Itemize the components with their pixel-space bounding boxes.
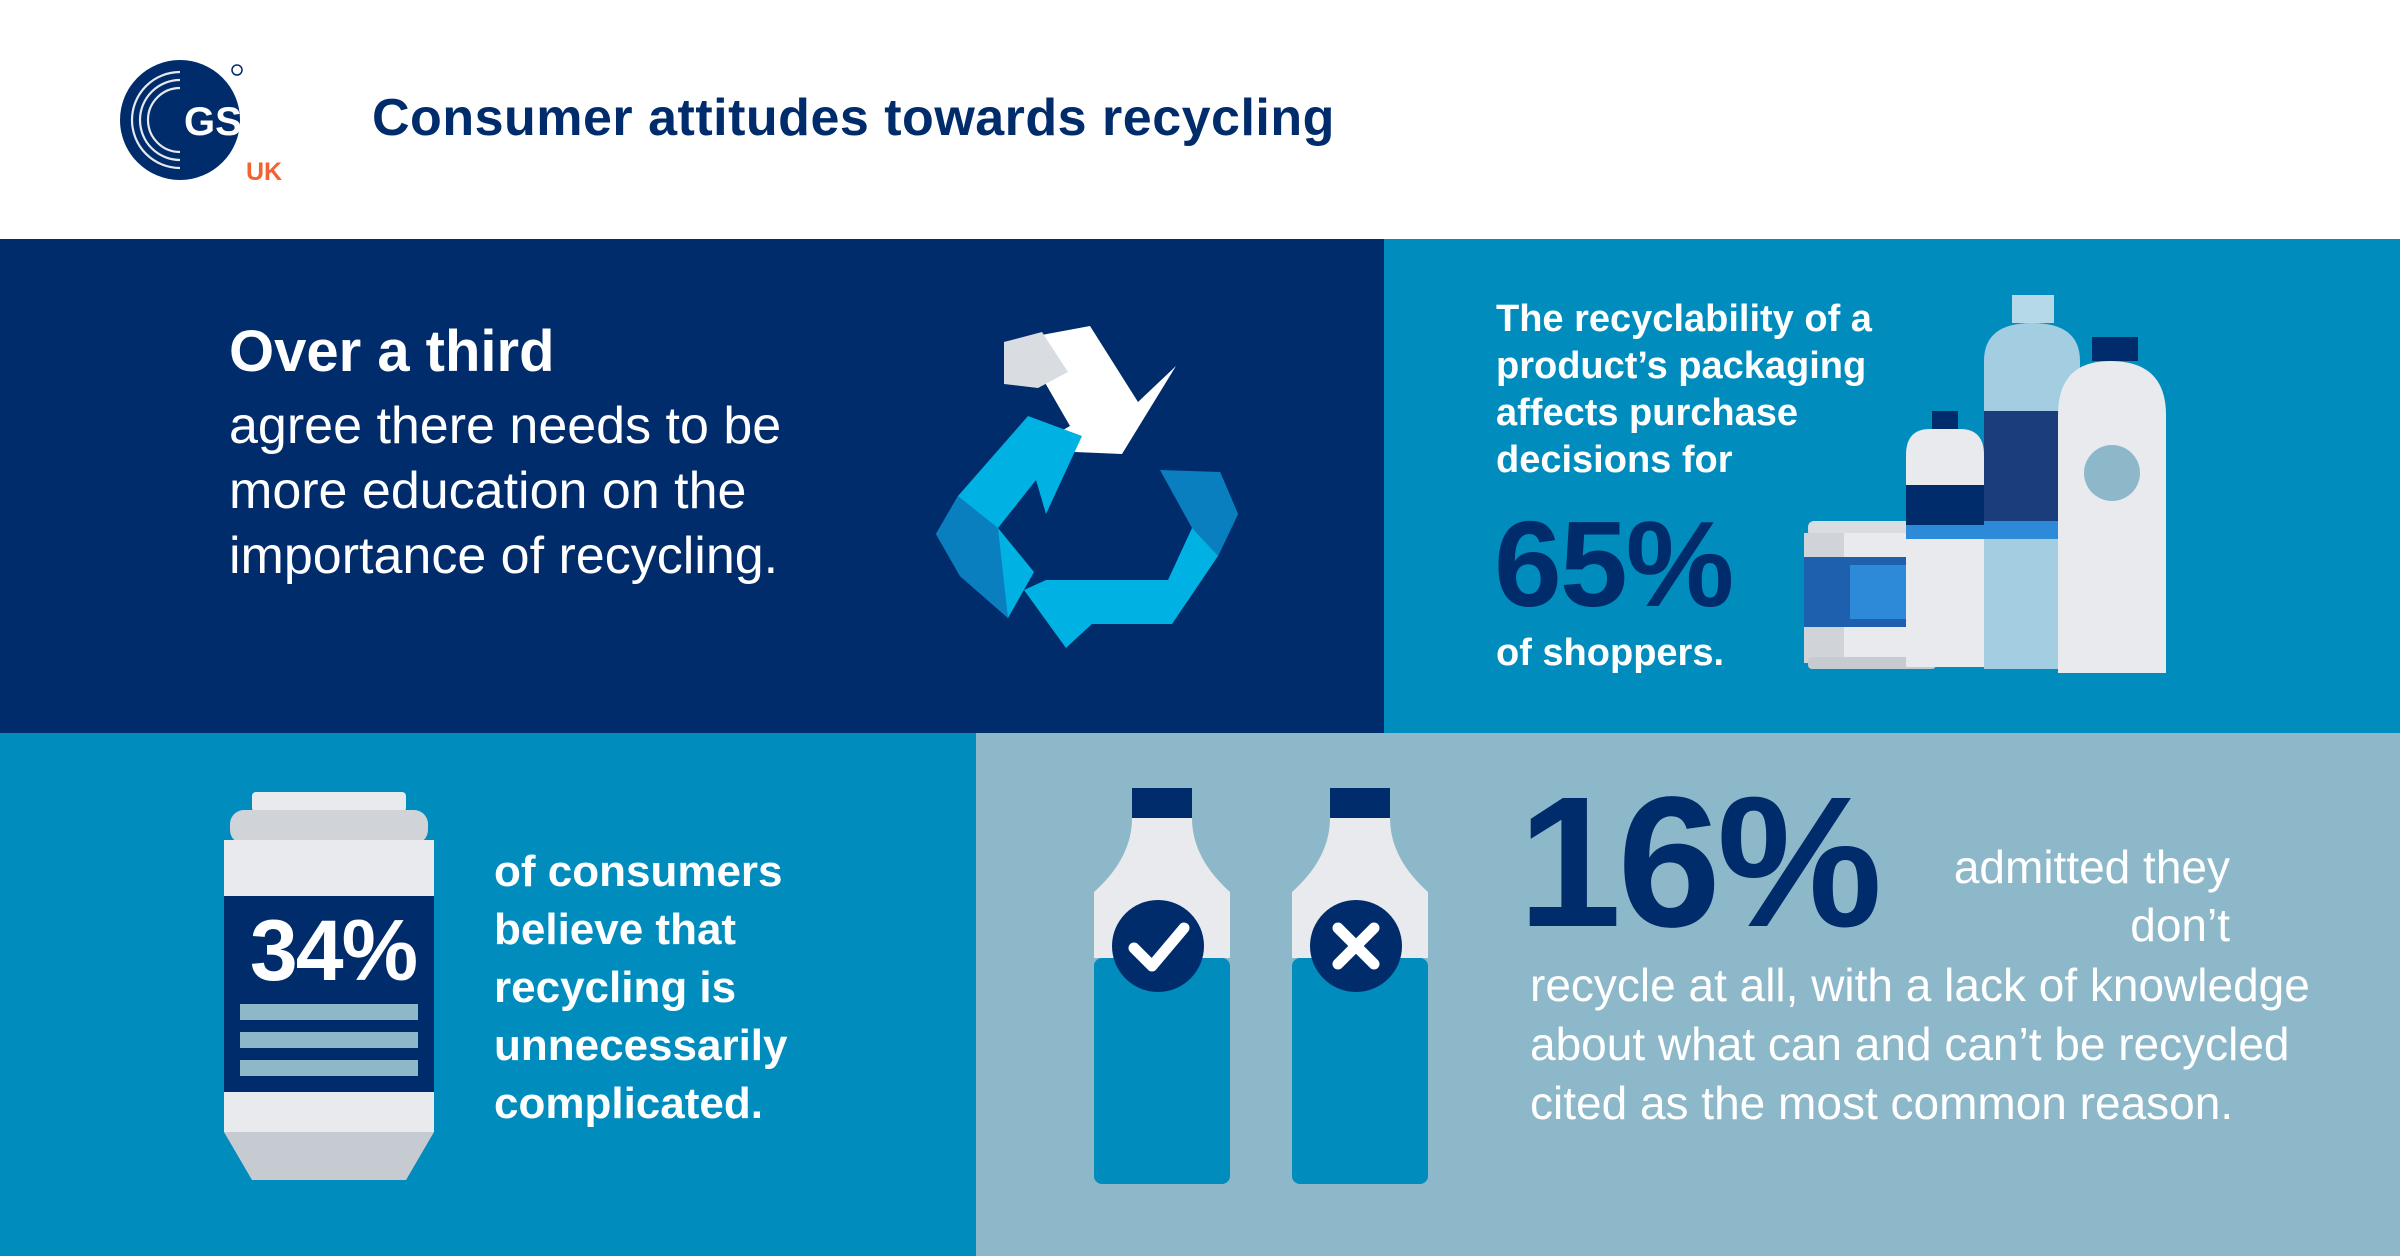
panel-complicated bbox=[0, 733, 976, 1256]
page-title: Consumer attitudes towards recycling bbox=[372, 89, 1335, 147]
purchase-body: The recyclability of a product’s packagi… bbox=[1496, 298, 1872, 481]
complicated-stat: 34% bbox=[249, 903, 418, 999]
svg-text:GS1: GS1 bbox=[184, 100, 264, 144]
cross-bottle-icon bbox=[1292, 788, 1428, 1184]
complicated-body: of consumers believe that recycling is u… bbox=[494, 847, 788, 1128]
can-icon bbox=[224, 792, 434, 1180]
education-body: agree there needs to be more education o… bbox=[229, 397, 782, 585]
purchase-footer: of shoppers. bbox=[1496, 632, 1725, 674]
header bbox=[0, 0, 2400, 239]
check-bottle-icon bbox=[1094, 788, 1230, 1184]
purchase-stat: 65% bbox=[1494, 496, 1734, 632]
dont-recycle-stat: 16% bbox=[1518, 759, 1882, 966]
gs1-logo: GS1 bbox=[120, 60, 264, 180]
dont-recycle-body: recycle at all, with a lack of knowledge… bbox=[1530, 959, 2310, 1129]
panel-education bbox=[0, 239, 1384, 733]
dont-recycle-body-lead: admitted they don’t bbox=[1953, 841, 2230, 951]
bottles-icon bbox=[1804, 295, 2166, 673]
education-headline: Over a third bbox=[229, 319, 555, 384]
logo-sub-label: UK bbox=[246, 158, 283, 186]
recycle-icon bbox=[936, 326, 1238, 648]
